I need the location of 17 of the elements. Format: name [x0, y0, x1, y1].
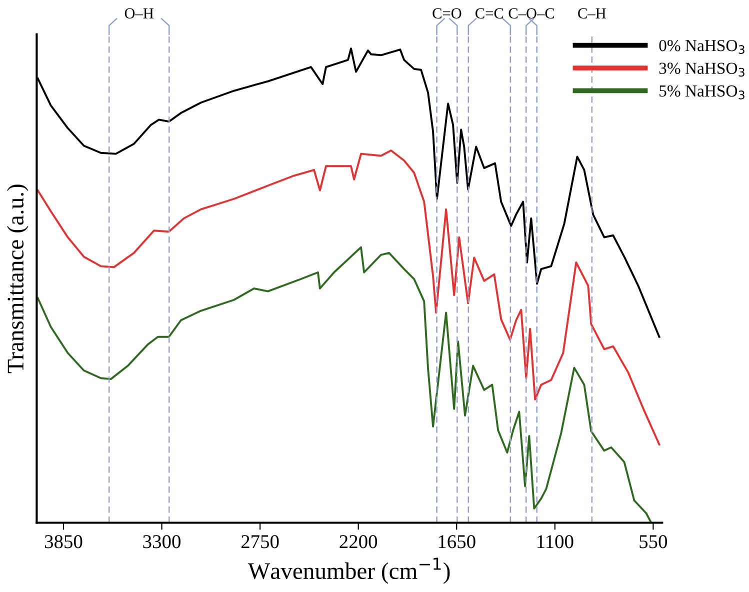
x-tick-label: 1650 [438, 535, 476, 548]
x-tick-label: 3300 [143, 535, 180, 548]
x-tick-label: 2200 [340, 535, 378, 548]
ref-line-label: C=O [432, 8, 462, 19]
ref-line-label: C–O–C [508, 8, 554, 19]
ref-line-label: C=C [476, 8, 504, 19]
ref-line-label: O–H [124, 8, 154, 19]
x-tick-label: 550 [640, 535, 668, 548]
x-tick-label: 3850 [44, 535, 82, 548]
ref-line-label: C–H [578, 8, 606, 19]
legend-label: 3% NaHSO$_{3}$ [659, 62, 744, 77]
x-tick-label: 2750 [241, 535, 279, 548]
y-axis-title: Transmittance (a.u.) [6, 184, 28, 374]
x-axis-title: Wavenumber (cm$^{−1}$) [248, 558, 450, 584]
x-tick-label: 1100 [538, 535, 574, 548]
legend-label: 0% NaHSO$_{3}$ [659, 40, 744, 54]
legend-label: 5% NaHSO$_{3}$ [660, 85, 744, 100]
